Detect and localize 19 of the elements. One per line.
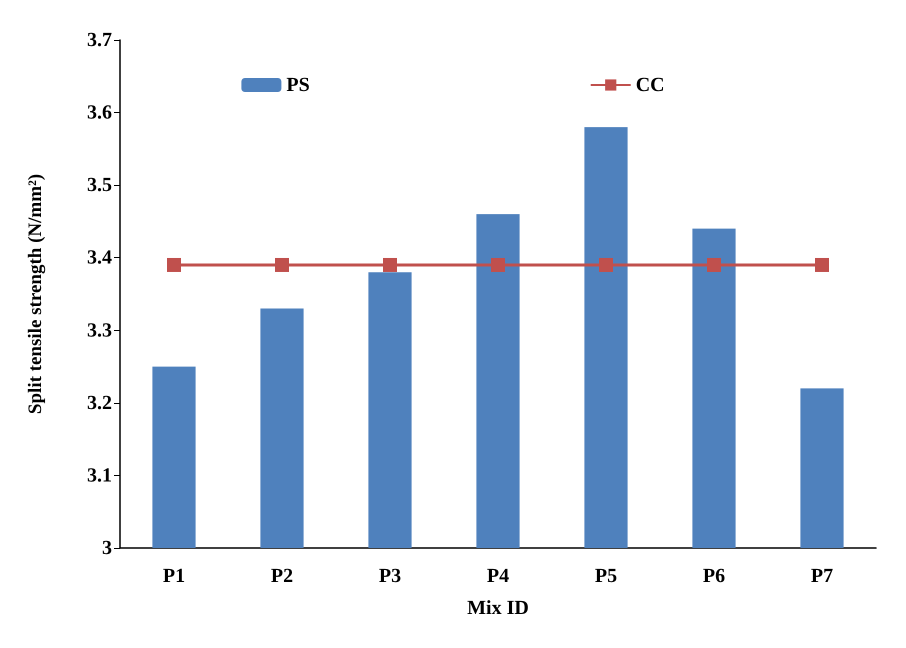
x-tick-label: P6 <box>702 565 726 587</box>
y-tick-label: 3.4 <box>87 246 112 269</box>
y-tick-label: 3.1 <box>87 464 112 486</box>
x-tick-label: P2 <box>270 565 294 587</box>
x-tick-label: P5 <box>594 565 618 587</box>
y-tick-label: 3.7 <box>87 29 112 51</box>
legend-label: CC <box>636 74 665 96</box>
x-tick-label: P4 <box>486 565 510 587</box>
y-tick-label: 3.5 <box>87 174 112 196</box>
x-tick-label: P3 <box>378 565 402 587</box>
x-tick-label: P7 <box>810 565 834 587</box>
x-axis-title: Mix ID <box>467 597 529 619</box>
legend-label: PS <box>286 74 310 96</box>
y-tick-label: 3.6 <box>87 102 112 124</box>
y-tick-label: 3.3 <box>87 319 112 342</box>
y-tick-label: 3 <box>102 537 112 559</box>
y-axis-title: Split tensile strength (N/mm²) <box>25 174 46 414</box>
x-tick-label: P1 <box>162 565 186 587</box>
y-tick-label: 3.2 <box>87 392 112 414</box>
